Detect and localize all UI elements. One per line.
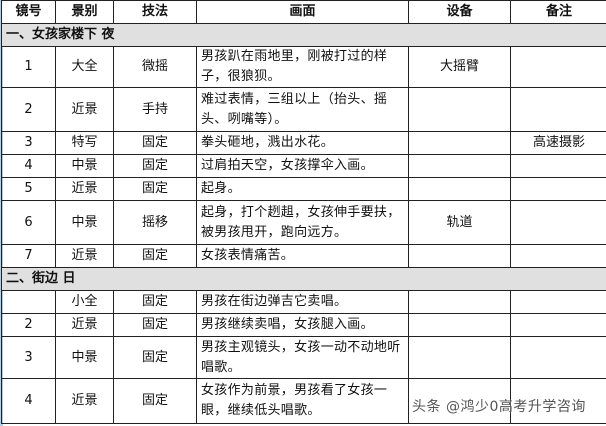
cell-scene-description: 过肩拍天空，女孩撑伞入画。 xyxy=(196,154,409,178)
cell-technique: 固定 xyxy=(113,131,197,155)
cell-shot-number: 1 xyxy=(1,46,56,88)
cell-equipment xyxy=(408,87,511,132)
cell-scene-description: 女孩表情痛苦。 xyxy=(196,244,409,268)
section-header: 二、街边 日 xyxy=(1,267,606,291)
cell-notes xyxy=(510,336,606,379)
cell-notes xyxy=(510,290,606,314)
cell-technique: 固定 xyxy=(113,154,197,178)
cell-equipment xyxy=(408,244,511,268)
header-notes: 备注 xyxy=(510,0,606,24)
cell-notes xyxy=(510,154,606,178)
cell-technique: 摇移 xyxy=(113,200,197,245)
cell-equipment: 大摇臂 xyxy=(408,46,511,88)
cell-shot-number: 4 xyxy=(1,154,56,178)
section-header: 一、女孩家楼下 夜 xyxy=(1,23,606,47)
cell-notes xyxy=(510,244,606,268)
header-equipment: 设备 xyxy=(408,0,511,24)
section-title: 二、街边 日 xyxy=(1,267,606,291)
cell-shot-number: 4 xyxy=(1,378,56,424)
cell-technique: 手持 xyxy=(113,87,197,132)
cell-equipment xyxy=(408,336,511,379)
cell-shot-size: 大全 xyxy=(55,46,114,88)
cell-scene-description: 男孩在街边弹吉它卖唱。 xyxy=(196,290,409,314)
table-row: 2 近景 手持 难过表情，三组以上（抬头、摇头、咧嘴等）。 xyxy=(1,87,606,132)
cell-notes xyxy=(510,378,606,424)
cell-shot-size: 特写 xyxy=(55,131,114,155)
table-row: 小全 固定 男孩在街边弹吉它卖唱。 xyxy=(1,290,606,314)
cell-scene-description: 男孩趴在雨地里，刚被打过的样子，很狼狈。 xyxy=(196,46,409,88)
cell-technique: 微摇 xyxy=(113,46,197,88)
watermark: 头条 @鸿少0高考升学咨询 xyxy=(412,399,586,415)
cell-notes xyxy=(510,177,606,201)
cell-notes xyxy=(510,46,606,88)
cell-shot-number: 3 xyxy=(1,131,56,155)
cell-technique: 固定 xyxy=(113,290,197,314)
header-shot-size: 景别 xyxy=(55,0,114,24)
cell-equipment xyxy=(408,154,511,178)
cell-scene-description: 男孩继续卖唱，女孩腿入画。 xyxy=(196,313,409,337)
cell-shot-size: 中景 xyxy=(55,200,114,245)
cell-shot-number: 2 xyxy=(1,313,56,337)
cell-shot-number xyxy=(1,290,56,314)
cell-scene-description: 起身。 xyxy=(196,177,409,201)
cell-notes xyxy=(510,200,606,245)
table-row: 1 大全 微摇 男孩趴在雨地里，刚被打过的样子，很狼狈。 大摇臂 xyxy=(1,46,606,88)
cell-notes xyxy=(510,87,606,132)
header-technique: 技法 xyxy=(113,0,197,24)
table-row: 4 中景 固定 过肩拍天空，女孩撑伞入画。 xyxy=(1,154,606,178)
cell-technique: 固定 xyxy=(113,378,197,424)
cell-equipment xyxy=(408,177,511,201)
table-row: 6 中景 摇移 起身，打个趔趄，女孩伸手要扶，被男孩甩开，跑向远方。 轨道 xyxy=(1,200,606,245)
cell-shot-size: 近景 xyxy=(55,87,114,132)
cell-shot-size: 近景 xyxy=(55,244,114,268)
cell-shot-number: 5 xyxy=(1,177,56,201)
cell-shot-size: 近景 xyxy=(55,313,114,337)
table-row: 3 特写 固定 拳头砸地，溅出水花。 高速摄影 xyxy=(1,131,606,155)
table-row: 5 近景 固定 起身。 xyxy=(1,177,606,201)
table-row: 7 近景 固定 女孩表情痛苦。 xyxy=(1,244,606,268)
table-row: 3 中景 固定 男孩主观镜头，女孩一动不动地听唱歌。 xyxy=(1,336,606,379)
cell-shot-size: 中景 xyxy=(55,154,114,178)
cell-shot-number: 2 xyxy=(1,87,56,132)
cell-technique: 固定 xyxy=(113,244,197,268)
cell-equipment xyxy=(408,378,511,424)
cell-technique: 固定 xyxy=(113,336,197,379)
cell-scene-description: 难过表情，三组以上（抬头、摇头、咧嘴等）。 xyxy=(196,87,409,132)
table-row: 4 近景 固定 女孩作为前景，男孩看了女孩一眼，继续低头唱歌。 xyxy=(1,378,606,424)
cell-notes: 高速摄影 xyxy=(510,131,606,155)
cell-shot-size: 近景 xyxy=(55,378,114,424)
cell-notes xyxy=(510,313,606,337)
cell-shot-number: 3 xyxy=(1,336,56,379)
cell-scene-description: 拳头砸地，溅出水花。 xyxy=(196,131,409,155)
cell-shot-number: 7 xyxy=(1,244,56,268)
header-scene: 画面 xyxy=(196,0,409,24)
cell-equipment xyxy=(408,313,511,337)
cell-scene-description: 男孩主观镜头，女孩一动不动地听唱歌。 xyxy=(196,336,409,379)
cell-shot-size: 近景 xyxy=(55,177,114,201)
header-shot-no: 镜号 xyxy=(1,0,56,24)
cell-shot-size: 小全 xyxy=(55,290,114,314)
cell-equipment xyxy=(408,290,511,314)
section-title: 一、女孩家楼下 夜 xyxy=(1,23,606,47)
cell-shot-size: 中景 xyxy=(55,336,114,379)
cell-technique: 固定 xyxy=(113,313,197,337)
cell-shot-number: 6 xyxy=(1,200,56,245)
cell-technique: 固定 xyxy=(113,177,197,201)
cell-equipment: 轨道 xyxy=(408,200,511,245)
table-row: 2 近景 固定 男孩继续卖唱，女孩腿入画。 xyxy=(1,313,606,337)
cell-equipment xyxy=(408,131,511,155)
cell-scene-description: 女孩作为前景，男孩看了女孩一眼，继续低头唱歌。 xyxy=(196,378,409,424)
cell-scene-description: 起身，打个趔趄，女孩伸手要扶，被男孩甩开，跑向远方。 xyxy=(196,200,409,245)
header-row: 镜号 景别 技法 画面 设备 备注 xyxy=(1,0,606,24)
